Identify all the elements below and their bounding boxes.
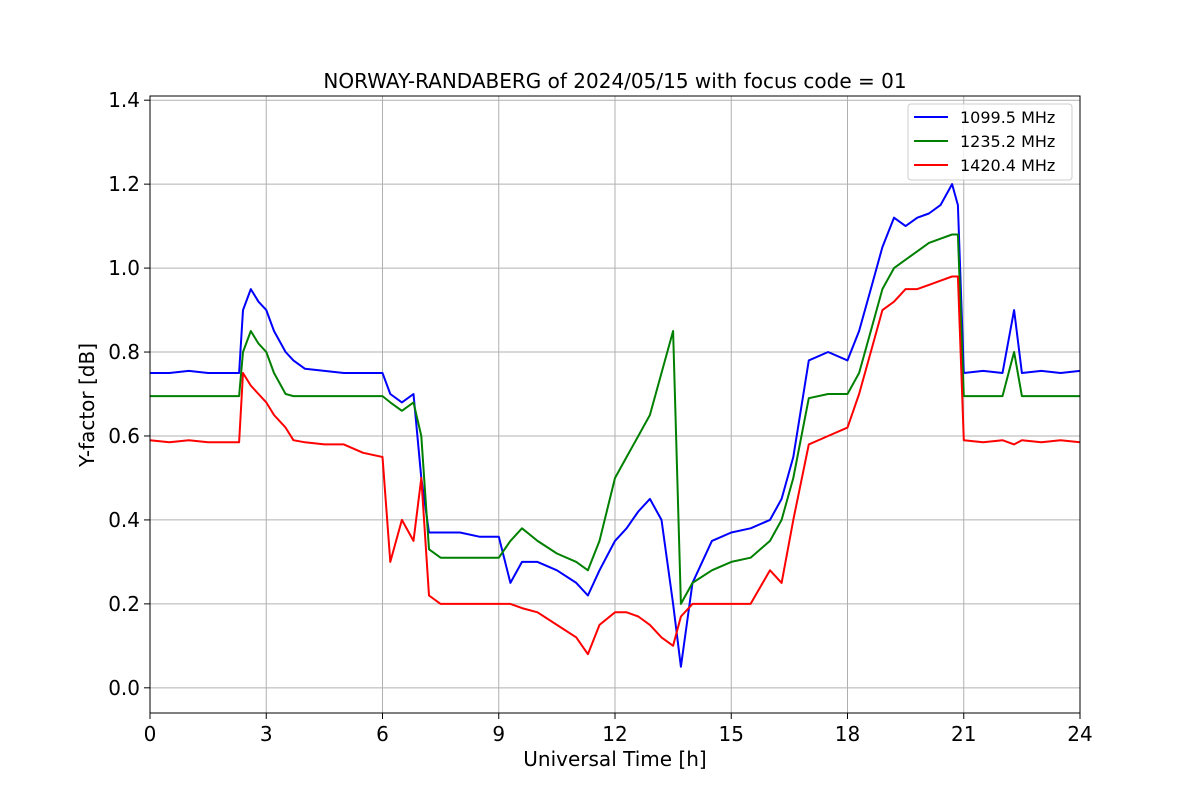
y-tick-label: 0.8 — [108, 340, 140, 364]
ticks: 0 3 6 9 12 15 18 21 24 0.0 0.2 0.4 0.6 0.8 1.0 1.2 1.4 — [108, 88, 1093, 746]
legend-box — [907, 103, 1073, 181]
y-tick-label: 0.2 — [108, 592, 140, 616]
x-tick-label: 12 — [602, 722, 627, 746]
legend-label: 1235.2 MHz — [960, 132, 1055, 151]
x-axis-title: Universal Time [h] — [523, 747, 706, 771]
y-tick-label: 1.0 — [108, 256, 140, 280]
x-tick-label: 6 — [376, 722, 389, 746]
x-tick-label: 18 — [835, 722, 860, 746]
y-tick-label: 1.4 — [108, 88, 140, 112]
x-tick-label: 9 — [492, 722, 505, 746]
y-axis-title: Y-factor [dB] — [75, 343, 99, 468]
legend: 1099.5 MHz 1235.2 MHz 1420.4 MHz — [907, 103, 1073, 181]
y-tick-label: 0.4 — [108, 508, 140, 532]
x-tick-label: 21 — [951, 722, 976, 746]
legend-label: 1099.5 MHz — [960, 108, 1055, 127]
y-tick-label: 0.6 — [108, 424, 140, 448]
series-line-2 — [150, 233, 1080, 605]
legend-label: 1420.4 MHz — [960, 156, 1055, 175]
chart-title: NORWAY-RANDABERG of 2024/05/15 with focu… — [323, 69, 906, 93]
x-tick-label: 24 — [1067, 722, 1092, 746]
series-layer — [149, 183, 1081, 668]
x-tick-label: 15 — [719, 722, 744, 746]
series-line-3 — [149, 275, 1081, 656]
x-tick-label: 0 — [144, 722, 157, 746]
y-tick-label: 0.0 — [108, 676, 140, 700]
y-tick-label: 1.2 — [108, 172, 140, 196]
series-line-1 — [150, 183, 1081, 668]
x-tick-label: 3 — [260, 722, 273, 746]
